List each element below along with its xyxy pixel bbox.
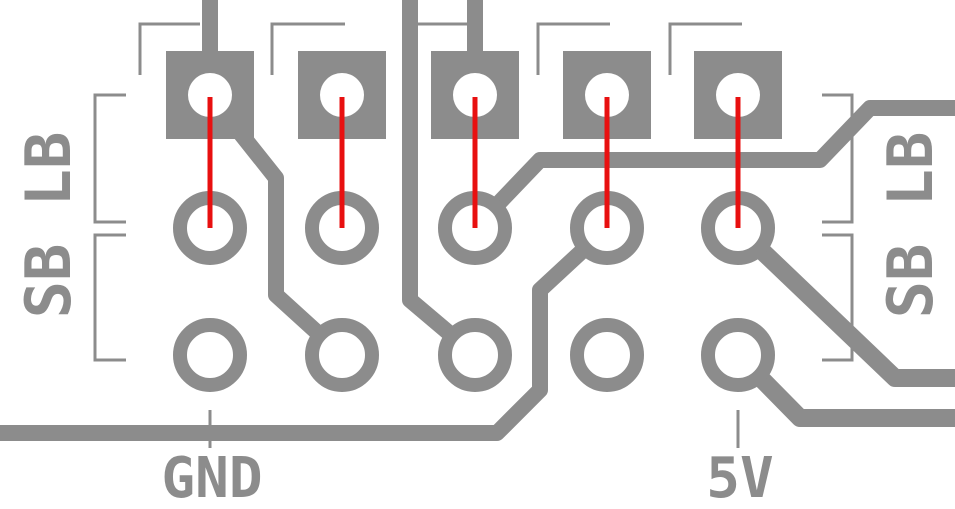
pad-round-b4 bbox=[570, 318, 644, 392]
silk-corner-col3 bbox=[403, 22, 478, 75]
trace-col3-mid-to-right bbox=[469, 100, 955, 234]
jumpers bbox=[207, 97, 741, 228]
silk-corner-col4 bbox=[536, 22, 610, 75]
label-gnd: GND bbox=[161, 446, 262, 509]
silk-corner-col2 bbox=[270, 22, 345, 75]
pad-hole-4 bbox=[585, 73, 629, 117]
silk-corner-col1 bbox=[138, 22, 200, 75]
pad-round-b5 bbox=[701, 318, 775, 392]
label-5v: 5V bbox=[706, 446, 773, 509]
silk-left-bracket-top bbox=[93, 93, 126, 224]
silk-left-bracket-bottom bbox=[93, 233, 126, 362]
trace-gnd-bus bbox=[0, 222, 613, 441]
pad-round-b3 bbox=[438, 318, 512, 392]
silk-right-bracket-top bbox=[822, 93, 854, 224]
label-side-left: SB LB bbox=[12, 132, 85, 319]
pad-fill-b2 bbox=[312, 325, 372, 385]
pad-round-b1 bbox=[173, 318, 247, 392]
trace-col5-mid-to-right bbox=[731, 221, 955, 387]
pad-hole-2 bbox=[320, 73, 364, 117]
silk-right-bracket-bottom bbox=[822, 233, 854, 362]
label-side-right: SB LB bbox=[874, 132, 947, 319]
pad-fill-b3 bbox=[445, 325, 505, 385]
pad-hole-5 bbox=[716, 73, 760, 117]
pad-fill-b1 bbox=[180, 325, 240, 385]
pad-hole-3 bbox=[453, 73, 497, 117]
pad-hole-1 bbox=[188, 73, 232, 117]
silk-corner-col5 bbox=[668, 22, 742, 75]
pad-fill-b5 bbox=[708, 325, 768, 385]
pads bbox=[166, 51, 782, 392]
pad-fill-b4 bbox=[577, 325, 637, 385]
pad-round-b2 bbox=[305, 318, 379, 392]
silkscreen bbox=[93, 22, 854, 448]
